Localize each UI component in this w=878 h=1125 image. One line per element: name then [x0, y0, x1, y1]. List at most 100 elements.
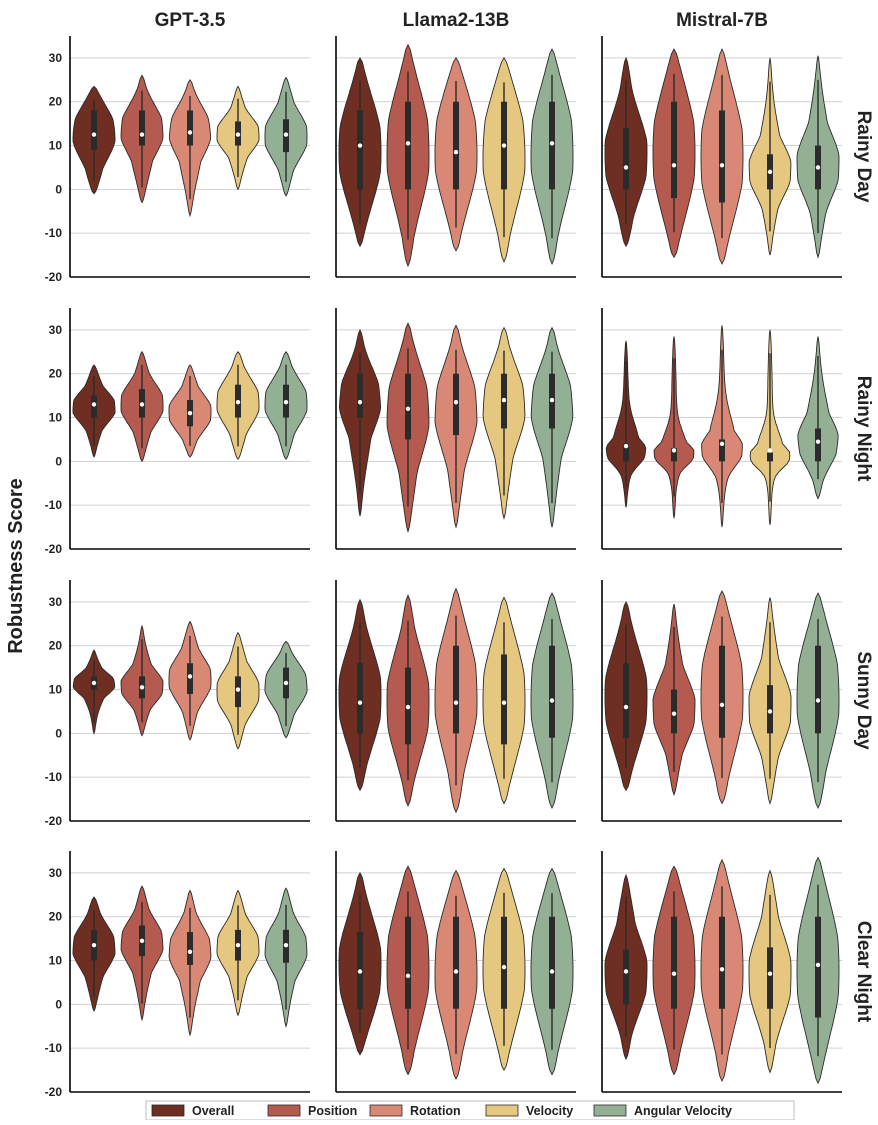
median-point-rotation: [719, 967, 725, 972]
legend-swatch-rotation: [369, 1104, 403, 1117]
median-point-angular-velocity: [283, 943, 289, 948]
legend-label-velocity: Velocity: [526, 1104, 573, 1118]
median-point-rotation: [719, 441, 725, 447]
row-title-rainy-night: Rainy Night: [853, 376, 874, 482]
median-point-velocity: [235, 943, 241, 948]
y-tick-label: 20: [49, 639, 63, 653]
panel-sunny-day-llama2-13b: [335, 580, 576, 822]
median-point-velocity: [235, 132, 241, 137]
y-tick-label: -10: [45, 226, 63, 240]
median-point-overall: [91, 402, 97, 407]
legend-label-rotation: Rotation: [410, 1104, 461, 1118]
iqr-box-overall: [357, 110, 363, 190]
median-point-angular-velocity: [815, 439, 821, 444]
iqr-box-rotation: [453, 645, 459, 734]
iqr-box-rotation: [187, 932, 193, 965]
y-tick-label: 30: [49, 51, 63, 65]
panel-sunny-day-gpt-3-5: -20 -10 0 10 20 30: [45, 580, 310, 828]
iqr-box-position: [405, 916, 411, 1009]
iqr-box-angular-velocity: [815, 428, 821, 462]
y-tick-label: 0: [55, 997, 62, 1011]
median-point-rotation: [719, 163, 725, 168]
y-tick-label: 10: [49, 411, 63, 425]
y-tick-label: -10: [45, 770, 63, 784]
median-point-angular-velocity: [815, 165, 821, 170]
legend: Overall Position Rotation Velocity Angular V…: [145, 1100, 795, 1121]
median-point-angular-velocity: [283, 132, 289, 137]
iqr-box-rotation: [453, 916, 459, 1009]
legend-swatch-overall: [151, 1104, 185, 1117]
y-tick-label: 30: [49, 866, 63, 880]
median-point-rotation: [453, 969, 459, 974]
iqr-box-overall: [357, 373, 363, 418]
panel-rainy-day-llama2-13b: [335, 36, 576, 278]
y-tick-label: 0: [55, 726, 62, 740]
iqr-box-overall: [623, 663, 629, 738]
panel-sunny-day-mistral-7b: [601, 580, 842, 822]
median-point-overall: [91, 680, 97, 686]
median-point-position: [671, 448, 677, 453]
y-tick-label: -20: [45, 1085, 63, 1099]
median-point-rotation: [187, 674, 193, 679]
median-point-velocity: [767, 709, 773, 714]
median-point-overall: [623, 165, 629, 170]
iqr-box-velocity: [501, 916, 507, 1009]
panel-clear-night-gpt-3-5: -20 -10 0 10 20 30: [45, 851, 310, 1099]
median-point-angular-velocity: [815, 962, 821, 968]
row-title-sunny-day: Sunny Day: [853, 651, 874, 750]
median-point-position: [405, 406, 411, 411]
iqr-box-rotation: [719, 916, 725, 1009]
median-point-velocity: [501, 700, 507, 705]
iqr-box-position: [671, 101, 677, 199]
iqr-box-angular-velocity: [549, 916, 555, 1009]
panel-rainy-day-gpt-3-5: -20 -10 0 10 20 30: [45, 36, 310, 284]
median-point-position: [671, 163, 677, 168]
median-point-overall: [623, 969, 629, 974]
y-tick-label: 10: [49, 139, 63, 153]
y-tick-label: -10: [45, 1041, 63, 1055]
y-tick-label: -20: [45, 270, 63, 284]
median-point-overall: [623, 704, 629, 710]
y-tick-label: 0: [55, 182, 62, 196]
median-point-angular-velocity: [549, 141, 555, 146]
column-title-gpt-3-5: GPT-3.5: [155, 10, 226, 31]
median-point-rotation: [453, 700, 459, 705]
median-point-velocity: [235, 400, 241, 405]
legend-label-angular-velocity: Angular Velocity: [634, 1104, 732, 1118]
median-point-angular-velocity: [283, 680, 289, 686]
median-point-velocity: [767, 169, 773, 175]
legend-swatch-velocity: [485, 1104, 519, 1117]
y-tick-label: 30: [49, 595, 63, 609]
median-point-position: [139, 402, 145, 407]
median-point-angular-velocity: [549, 969, 555, 974]
column-title-llama2-13b: Llama2-13B: [403, 10, 510, 31]
median-point-overall: [357, 700, 363, 705]
iqr-box-position: [671, 448, 677, 462]
iqr-box-angular-velocity: [815, 645, 821, 734]
median-point-overall: [91, 132, 97, 137]
iqr-box-overall: [623, 128, 629, 190]
y-tick-label: -20: [45, 814, 63, 828]
median-point-velocity: [501, 964, 507, 970]
iqr-box-overall: [91, 110, 97, 150]
median-point-overall: [623, 443, 629, 449]
panel-clear-night-mistral-7b: [601, 851, 842, 1093]
y-tick-label: 20: [49, 910, 63, 924]
iqr-box-rotation: [187, 110, 193, 146]
y-tick-label: -10: [45, 498, 63, 512]
iqr-box-position: [671, 916, 677, 1009]
panel-clear-night-llama2-13b: [335, 851, 576, 1093]
median-point-position: [139, 685, 145, 690]
median-point-velocity: [501, 143, 507, 148]
median-point-overall: [91, 943, 97, 948]
median-point-position: [139, 938, 145, 944]
iqr-box-rotation: [719, 110, 725, 203]
panel-rainy-day-mistral-7b: [601, 36, 842, 278]
median-point-rotation: [719, 702, 725, 708]
y-tick-label: 20: [49, 95, 63, 109]
iqr-box-overall: [623, 443, 629, 462]
row-title-rainy-day: Rainy Day: [853, 111, 874, 203]
iqr-box-velocity: [767, 947, 773, 1009]
median-point-rotation: [453, 400, 459, 405]
